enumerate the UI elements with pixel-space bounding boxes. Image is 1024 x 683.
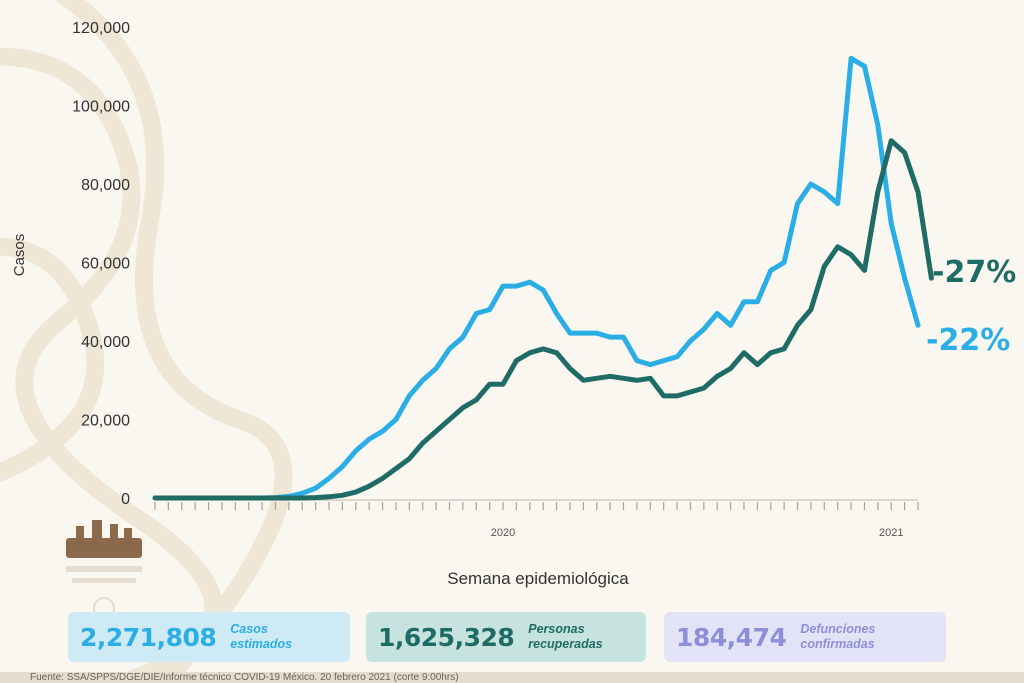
summary-card-recovered: 1,625,328 Personas recuperadas [366,612,646,662]
y-tick-label: 20,000 [81,413,130,430]
y-tick-label: 60,000 [81,256,130,273]
series-change-label-dark: -27% [932,255,1016,290]
series-lines [152,55,934,501]
deaths-label: Defunciones confirmadas [800,622,876,651]
year-label-2020: 2020 [491,527,515,539]
source-footer: Fuente: SSA/SPPS/DGE/DIE/Informe técnico… [0,672,1024,683]
series-line-cases-blue [152,55,921,501]
x-axis-title: Semana epidemiológica [447,569,629,588]
y-tick-label: 120,000 [72,20,130,37]
y-tick-label: 40,000 [81,334,130,351]
x-axis-ticks [154,502,919,510]
series-change-label-blue: -22% [926,323,1010,358]
year-label-2021: 2021 [879,527,903,539]
series-line-cases-dark [152,138,934,501]
cases-value: 2,271,808 [80,622,217,652]
y-tick-label: 0 [121,491,130,508]
y-axis: 0 20,000 40,000 60,000 80,000 100,000 120,000 [72,20,130,508]
recovered-value: 1,625,328 [378,622,515,652]
summary-card-deaths: 184,474 Defunciones confirmadas [664,612,946,662]
deaths-value: 184,474 [676,622,787,652]
government-logo [66,520,142,619]
y-axis-title: Casos [11,234,28,277]
y-tick-label: 80,000 [81,177,130,194]
summary-card-cases: 2,271,808 Casos estimados [68,612,350,662]
recovered-label: Personas recuperadas [528,622,603,651]
cases-label: Casos estimados [230,622,293,651]
y-tick-label: 100,000 [72,99,130,116]
